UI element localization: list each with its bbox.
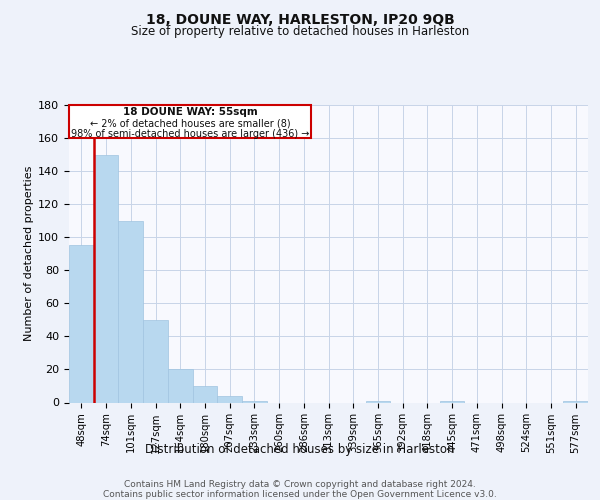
Y-axis label: Number of detached properties: Number of detached properties [24, 166, 34, 342]
Bar [217, 396, 242, 402]
Bar [193, 386, 217, 402]
Text: Contains HM Land Registry data © Crown copyright and database right 2024.: Contains HM Land Registry data © Crown c… [124, 480, 476, 489]
Bar [118, 220, 143, 402]
Text: 18, DOUNE WAY, HARLESTON, IP20 9QB: 18, DOUNE WAY, HARLESTON, IP20 9QB [146, 12, 454, 26]
Bar [143, 320, 168, 402]
Bar [440, 401, 464, 402]
Bar [242, 401, 267, 402]
Text: Distribution of detached houses by size in Harleston: Distribution of detached houses by size … [145, 442, 455, 456]
Bar [168, 370, 193, 402]
Bar [365, 401, 390, 402]
Text: Size of property relative to detached houses in Harleston: Size of property relative to detached ho… [131, 25, 469, 38]
Text: ← 2% of detached houses are smaller (8): ← 2% of detached houses are smaller (8) [90, 118, 290, 128]
Text: 18 DOUNE WAY: 55sqm: 18 DOUNE WAY: 55sqm [123, 108, 257, 118]
Bar [69, 105, 311, 138]
Bar [69, 246, 94, 402]
Bar [563, 401, 588, 402]
Bar [94, 154, 118, 402]
Text: Contains public sector information licensed under the Open Government Licence v3: Contains public sector information licen… [103, 490, 497, 499]
Text: 98% of semi-detached houses are larger (436) →: 98% of semi-detached houses are larger (… [71, 129, 309, 139]
